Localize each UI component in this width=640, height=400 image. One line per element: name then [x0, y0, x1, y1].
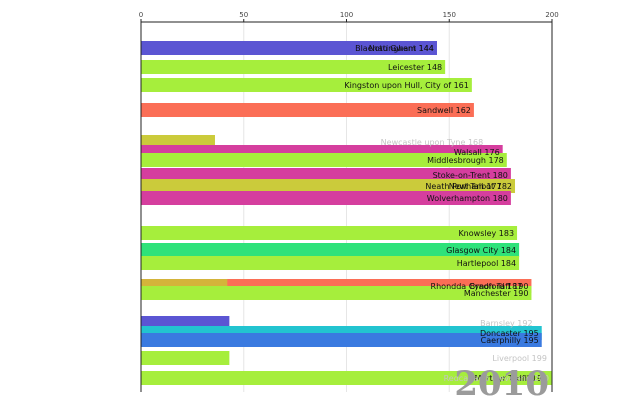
bar [141, 256, 520, 270]
bar [141, 103, 474, 117]
bar [141, 351, 230, 365]
bar-label: Knowsley 183 [458, 229, 514, 238]
bar-label: Sandwell 162 [417, 106, 471, 115]
bar-label: Liverpool 199 [492, 354, 547, 363]
bar-label: Nottingham 144 [369, 44, 434, 53]
year-label: 2010 [454, 364, 549, 400]
bar-label: Blaenau Gwent 144 [355, 44, 434, 53]
bar [141, 153, 507, 167]
bar [141, 41, 437, 55]
x-tick-label: 200 [545, 11, 558, 19]
bar [141, 333, 542, 347]
x-tick-label: 0 [139, 11, 143, 19]
bar-label: Stoke-on-Trent 180 [433, 171, 508, 180]
x-axis: 0 50 100 150 200 [139, 11, 559, 392]
bar-label: Caerphilly 195 [481, 336, 539, 345]
bar-label: Doncaster 195 [480, 329, 539, 338]
bar [141, 371, 552, 385]
bar-label: Kingston upon Hull, City of 161 [344, 81, 468, 90]
bar-label: Rhondda Cynon Taff 190 [431, 282, 529, 291]
x-tick-label: 150 [443, 11, 456, 19]
bar-label: Newham 177 [449, 182, 502, 191]
bar-label: Newcastle upon Tyne 168 [381, 138, 484, 147]
bar-label: Bradford 187 [470, 282, 523, 291]
bar-label: Walsall 176 [454, 148, 500, 157]
bar [141, 286, 532, 300]
bar-label: Glasgow City 184 [446, 246, 516, 255]
bar [141, 191, 511, 205]
bar-label: Leicester 148 [388, 63, 442, 72]
bar-label: Middlesbrough 178 [427, 156, 504, 165]
bar-label: Manchester 190 [464, 289, 529, 298]
bar [141, 78, 472, 92]
bar-label: Wolverhampton 180 [427, 194, 508, 203]
bars [141, 41, 552, 385]
bar-label: Neath Port Talbot 182 [425, 182, 512, 191]
bar-label: Hartlepool 184 [457, 259, 516, 268]
bar [141, 168, 511, 182]
bar [141, 179, 505, 193]
x-tick-label: 100 [340, 11, 353, 19]
bar [141, 226, 518, 240]
bar [141, 243, 520, 257]
bar [141, 60, 446, 74]
bar-label: Merthyr Tydfil 199 [475, 374, 547, 383]
bar-label: Barnsley 192 [480, 319, 532, 328]
bar-label: Redcar and Cleveland 200 [444, 374, 549, 383]
x-tick-label: 50 [239, 11, 248, 19]
